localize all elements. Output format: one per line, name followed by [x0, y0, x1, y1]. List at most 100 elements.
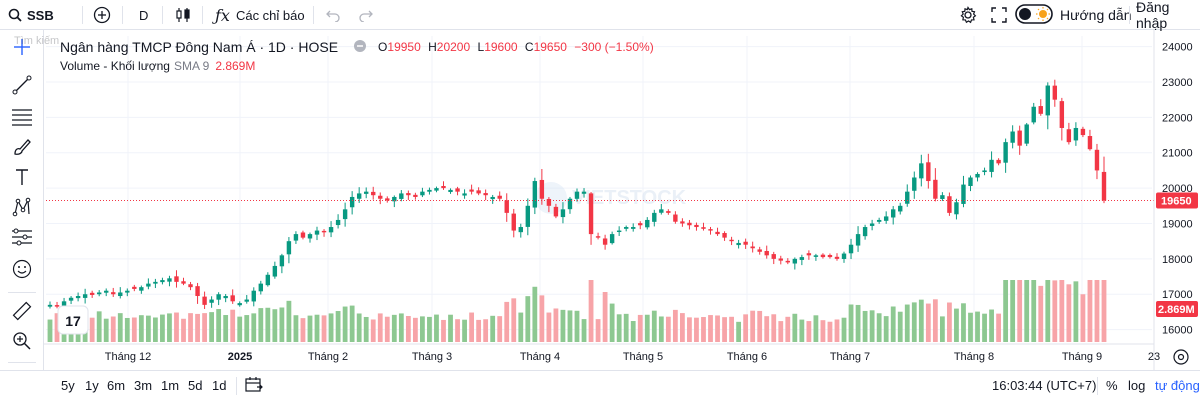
log-toggle[interactable]: log: [1128, 371, 1145, 399]
guide-link[interactable]: Hướng dẫn: [1060, 0, 1131, 30]
settings-corner-button[interactable]: [1174, 350, 1188, 364]
volume-bar: [792, 314, 797, 342]
settings-button[interactable]: [959, 0, 977, 30]
range-1y-button[interactable]: 1y: [85, 371, 99, 399]
fullscreen-button[interactable]: [991, 0, 1007, 30]
candle-body: [645, 220, 649, 227]
signup-link[interactable]: Đăng nhập: [1136, 0, 1200, 30]
price-tick-label: 16000: [1162, 325, 1193, 337]
volume-bar: [617, 314, 622, 342]
candle-body: [814, 255, 818, 257]
fib-tool[interactable]: [10, 106, 34, 130]
volume-bar: [448, 315, 453, 342]
undo-button[interactable]: [325, 0, 341, 30]
redo-button[interactable]: [358, 0, 374, 30]
text-tool[interactable]: [10, 166, 34, 190]
interval-button[interactable]: D: [139, 0, 148, 30]
undo-icon: [325, 8, 341, 22]
volume-bar: [596, 319, 601, 342]
range-5d-button[interactable]: 5d: [188, 371, 202, 399]
sliders-icon: [11, 227, 33, 250]
compare-symbol-button[interactable]: [93, 0, 111, 30]
brush-tool[interactable]: [10, 136, 34, 160]
auto-toggle[interactable]: tự động: [1155, 371, 1200, 399]
volume-bar: [603, 292, 608, 342]
range-5y-button[interactable]: 5y: [61, 371, 75, 399]
candle-body: [245, 300, 249, 302]
volume-bar: [806, 321, 811, 342]
percent-toggle[interactable]: %: [1106, 371, 1118, 399]
price-tick-label: 18000: [1162, 254, 1193, 266]
goto-date-button[interactable]: [245, 371, 263, 399]
time-tick-label: Tháng 5: [623, 351, 663, 363]
volume-bar: [821, 320, 826, 342]
candle-body: [526, 206, 530, 227]
indicators-button[interactable]: ƒx Các chỉ báo: [215, 0, 305, 30]
volume-bar: [258, 308, 263, 342]
close-label: C: [525, 40, 534, 54]
range-3m-button[interactable]: 3m: [134, 371, 152, 399]
volume-bar: [561, 310, 566, 342]
candle-body: [589, 193, 593, 234]
candle-body: [835, 257, 839, 259]
candle-body: [294, 234, 298, 240]
time-tick-label: Tháng 12: [105, 351, 151, 363]
time-axis[interactable]: Tháng 12 2025 Tháng 2 Tháng 3 Tháng 4 Tháng 5…: [44, 344, 1160, 363]
volume-bar: [272, 309, 277, 342]
volume-bar: [863, 311, 868, 342]
volume-bar: [764, 316, 769, 342]
candle-body: [413, 195, 417, 197]
candle-body: [687, 223, 691, 225]
candle-body: [238, 303, 242, 305]
range-1m-button[interactable]: 1m: [161, 371, 179, 399]
volume-bar: [828, 322, 833, 342]
sma-label: SMA 9: [174, 59, 209, 73]
emoji-tool[interactable]: [10, 258, 34, 282]
candle-body: [821, 255, 825, 257]
volume-bar: [329, 313, 334, 342]
candle-body: [301, 232, 305, 237]
volume-bar: [371, 319, 376, 342]
volume-bar: [722, 317, 727, 342]
candle-body: [638, 223, 642, 225]
range-6m-button[interactable]: 6m: [107, 371, 125, 399]
theme-toggle[interactable]: [1015, 0, 1053, 30]
candle-body: [736, 243, 740, 245]
volume-bar: [891, 307, 896, 342]
volume-bar: [575, 311, 580, 342]
chart-title: Ngân hàng TMCP Đông Nam Á · 1D · HOSE: [60, 39, 338, 55]
candle-body: [174, 276, 178, 282]
fullscreen-icon: [991, 7, 1007, 23]
price-chart[interactable]: VIETSTOCK 24000 23000 22000 21000 20000 19000…: [44, 30, 1200, 370]
zoom-tool[interactable]: [10, 330, 34, 354]
candle-body: [455, 188, 459, 191]
volume-bar: [1017, 280, 1022, 342]
pattern-tool[interactable]: [10, 196, 34, 220]
symbol-search-button[interactable]: SSB: [8, 0, 54, 30]
volume-bar: [308, 316, 313, 342]
candle-body: [132, 287, 136, 289]
volume-bar: [48, 320, 53, 342]
volume-bar: [814, 315, 819, 342]
range-1d-button[interactable]: 1d: [212, 371, 226, 399]
volume-bar: [343, 307, 348, 342]
candle-body: [596, 236, 600, 237]
close-value: 19650: [534, 40, 567, 54]
candle-body: [533, 181, 537, 208]
measure-tool[interactable]: [10, 300, 34, 324]
legend-more-icon[interactable]: [354, 39, 366, 55]
volume-bar: [736, 322, 741, 342]
trend-line-tool[interactable]: [10, 74, 34, 98]
candle-body: [441, 186, 445, 188]
volume-bar: [582, 319, 587, 342]
prediction-tool[interactable]: [10, 226, 34, 250]
candle-body: [476, 190, 480, 193]
candle-body: [898, 206, 902, 212]
candle-body: [912, 178, 916, 191]
chart-type-button[interactable]: [174, 0, 192, 30]
volume-bar: [757, 311, 762, 342]
time-tick-label: Tháng 4: [520, 351, 560, 363]
volume-bar: [1045, 280, 1050, 342]
candle-body: [406, 193, 410, 195]
add-circle-icon: [93, 6, 111, 24]
